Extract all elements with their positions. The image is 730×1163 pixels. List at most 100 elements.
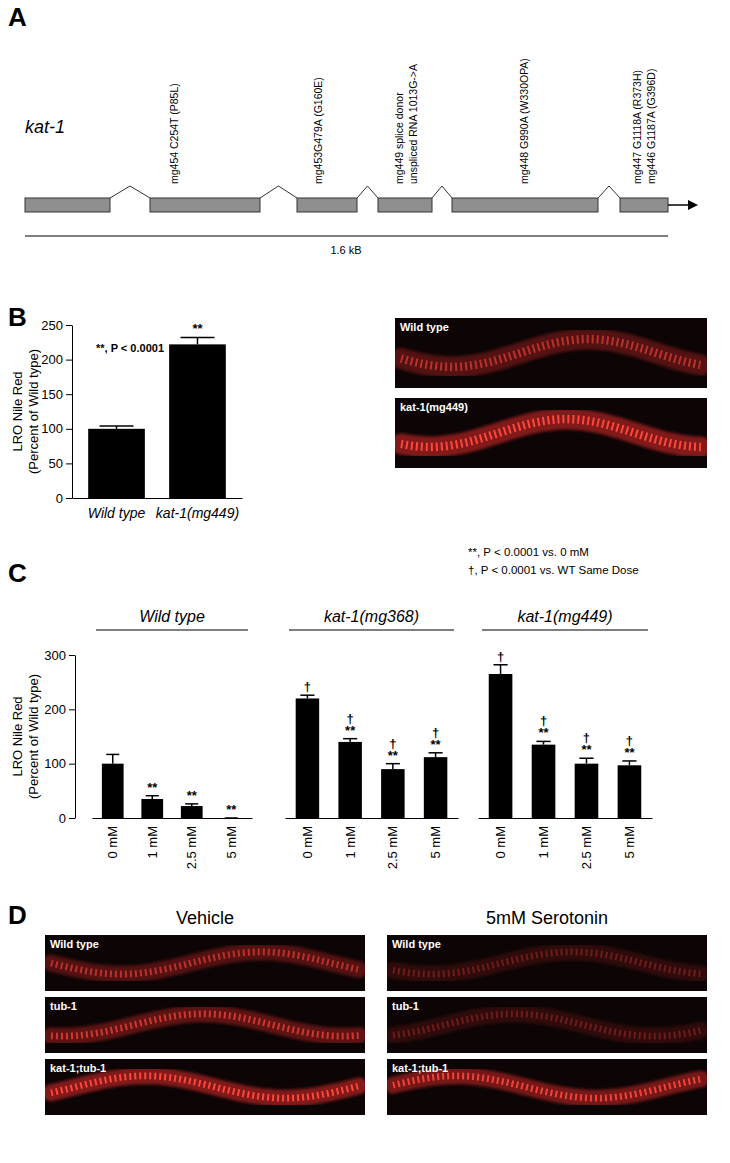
group-underline [482, 629, 648, 630]
y-tick-mark [66, 360, 72, 361]
y-tick: 0 [59, 811, 75, 826]
x-tick: 1 mM [343, 818, 358, 859]
y-tick-label: 0 [56, 491, 63, 506]
bars [102, 665, 641, 818]
x-axis: 0 mM1 mM2.5 mM5 mM [93, 818, 253, 869]
worm-image [51, 952, 359, 974]
y-tick-label: 250 [41, 318, 63, 333]
x-tick: 0 mM [300, 818, 315, 859]
x-tick: 5 mM [224, 818, 239, 859]
error-bar [300, 695, 314, 698]
y-tick-mark [69, 655, 75, 656]
y-axis-title: (Percent of Wild type) [26, 674, 41, 799]
error-bar [106, 754, 119, 763]
exon [378, 198, 432, 212]
x-tick-label: 2.5 mM [184, 826, 199, 869]
micrograph-background [45, 935, 365, 991]
exon [297, 198, 357, 212]
significance-mark: † [304, 679, 311, 694]
x-tick: 2.5 mM [385, 818, 400, 869]
worm-granules [393, 1014, 701, 1036]
micrograph: tub-1 [387, 997, 707, 1053]
panel-a: Akat-11.6 kBmg454 C254T (P85L)mg453G479A… [8, 2, 698, 256]
y-tick-label: 200 [41, 352, 63, 367]
significance-mark: ** [192, 321, 203, 336]
worm-image [393, 952, 701, 974]
micrograph: kat-1;tub-1 [45, 1059, 365, 1115]
error-bar [343, 739, 357, 742]
bar-annotations: ******††**†**†**††**†**†** [147, 649, 635, 817]
intron [598, 186, 620, 198]
bar [220, 818, 242, 819]
intron [432, 186, 452, 198]
exon [452, 198, 598, 212]
bars [88, 337, 226, 498]
y-tick-label: 100 [41, 421, 63, 436]
y-tick: 200 [44, 702, 75, 717]
group-label: Wild type [139, 608, 205, 625]
error-bar [429, 753, 443, 757]
x-tick: 2.5 mM [579, 818, 594, 869]
significance-mark: ** [388, 748, 399, 763]
micrograph-label: Wild type [400, 321, 449, 333]
mutation-label: mg448 G990A (W330OPA) [518, 58, 530, 184]
y-tick: 100 [44, 756, 75, 771]
x-tick-label: 0 mM [300, 826, 315, 859]
micrograph-label: kat-1(mg449) [400, 401, 468, 413]
x-axis-line [73, 498, 243, 499]
micrograph: Wild type [395, 318, 707, 388]
column-title: 5mM Serotonin [486, 908, 608, 928]
micrograph-label: tub-1 [50, 1000, 77, 1012]
gene-name: kat-1 [25, 117, 65, 137]
x-axis: 0 mM1 mM2.5 mM5 mM [479, 818, 653, 869]
scale-bar [25, 236, 668, 237]
y-axis: 0 50 100 150 200 250 [41, 318, 72, 506]
micrograph-background [45, 1059, 365, 1115]
significance-mark: ** [345, 723, 356, 738]
y-tick-mark [66, 429, 72, 430]
bar-annotations: ** [192, 321, 203, 336]
bar [102, 764, 124, 818]
mutation-label: unspliced RNA 1013G->A [407, 64, 419, 184]
y-tick: 250 [41, 318, 72, 333]
significance-mark: † [497, 649, 504, 664]
micrograph: tub-1 [45, 997, 365, 1053]
y-tick-mark [66, 394, 72, 395]
x-tick-label: Wild type [88, 505, 146, 521]
error-bar [536, 741, 550, 744]
worm-granules [51, 1076, 359, 1098]
error-bar [579, 758, 593, 763]
y-tick-label: 300 [44, 648, 66, 663]
error-bar [146, 796, 159, 799]
error-bar [185, 804, 198, 806]
y-tick-label: 50 [49, 456, 63, 471]
y-tick: 150 [41, 387, 72, 402]
gene-arrowhead [688, 200, 698, 210]
x-tick-label: 5 mM [428, 826, 443, 859]
x-tick: 5 mM [622, 818, 637, 859]
error-bar [180, 337, 214, 344]
x-tick-label: 1 mM [536, 826, 551, 859]
micrograph-label: Wild type [392, 938, 441, 950]
micrograph: Wild type [387, 935, 707, 991]
panel-c: C0100200300******††**†**†**††**†**†**0 m… [8, 546, 653, 869]
x-tick-label: 2.5 mM [579, 826, 594, 869]
y-tick: 300 [44, 648, 75, 663]
panel-label: D [8, 900, 27, 930]
y-tick: 0 [56, 491, 72, 506]
bar [141, 799, 163, 818]
figure: Akat-11.6 kBmg454 C254T (P85L)mg453G479A… [0, 0, 730, 1163]
y-tick-mark [69, 818, 75, 819]
x-axis-line [93, 818, 253, 819]
x-axis-line [286, 818, 459, 819]
bar [169, 344, 226, 498]
mutation-label: mg449 splice donor [393, 92, 405, 184]
group-label: kat-1(mg449) [517, 608, 612, 625]
error-bar [386, 764, 400, 769]
y-axis-line [72, 326, 73, 499]
worm-image [401, 419, 701, 447]
y-axis-title: LRO Nile Red [10, 696, 25, 776]
panel-label: B [8, 302, 27, 332]
x-tick: 1 mM [536, 818, 551, 859]
y-tick: 100 [41, 421, 72, 436]
